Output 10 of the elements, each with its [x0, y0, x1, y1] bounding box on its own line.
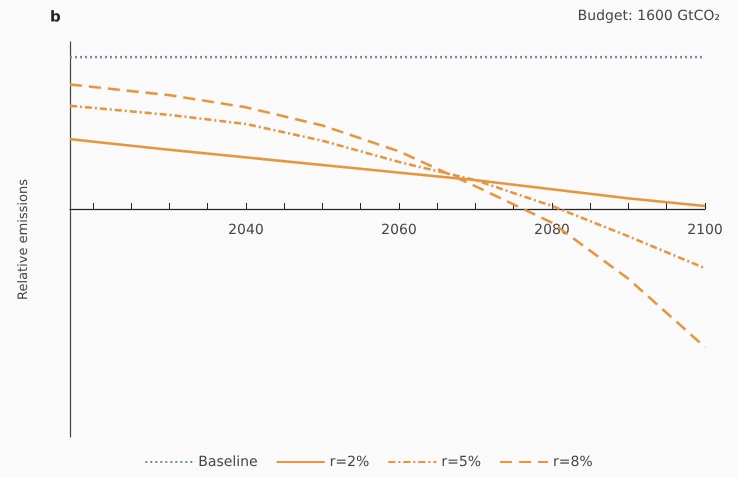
chart-title: b: [50, 8, 61, 26]
legend-label: Baseline: [198, 454, 258, 470]
legend-label: r=2%: [330, 454, 370, 470]
legend-label: r=8%: [553, 454, 593, 470]
legend-label: r=5%: [441, 454, 482, 470]
x-tick-label: 2060: [381, 222, 417, 238]
x-tick-label: 2040: [228, 222, 264, 238]
x-tick-label: 2100: [687, 222, 723, 238]
text: Budget: 1600 GtCO₂: [578, 8, 720, 24]
y-axis-title: Relative emissions: [16, 178, 31, 300]
